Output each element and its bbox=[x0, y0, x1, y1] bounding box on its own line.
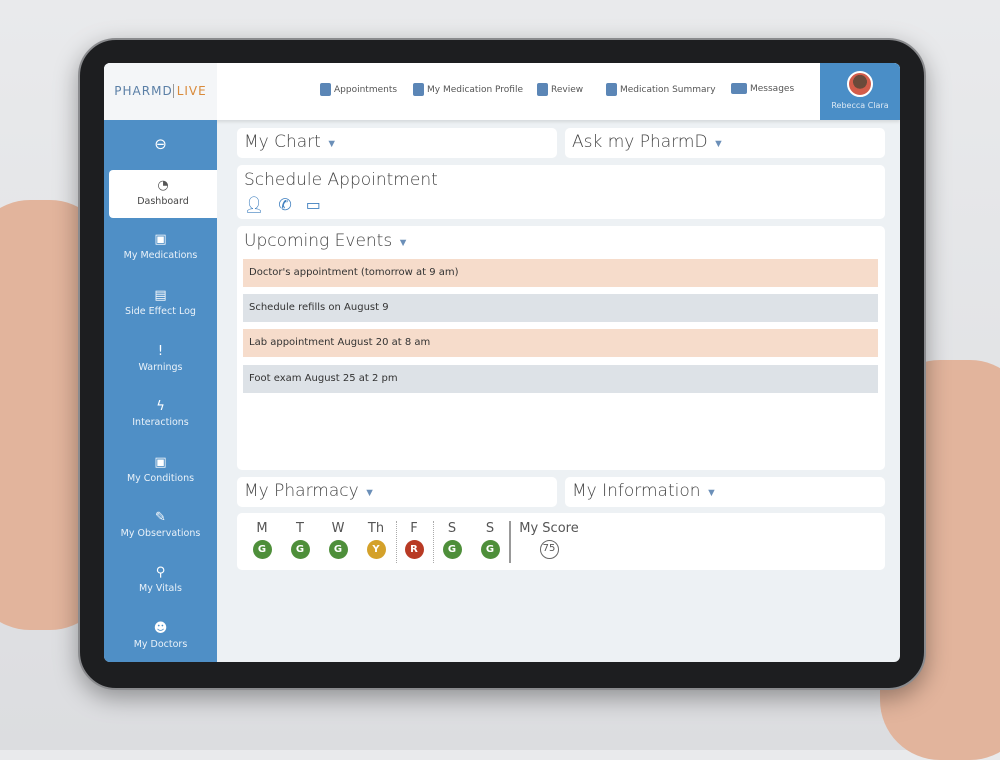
score-badge: 75 bbox=[539, 540, 559, 559]
my-chart-dropdown[interactable]: My Chart ▼ bbox=[237, 128, 557, 158]
grade-badge[interactable]: G bbox=[480, 540, 500, 559]
event-item[interactable]: Schedule refills on August 9 bbox=[243, 294, 878, 322]
day-label: F bbox=[410, 521, 418, 536]
sidebar-item-observations[interactable]: ✎ My Observations bbox=[104, 510, 217, 539]
sidebar-item-medications[interactable]: ▣ My Medications bbox=[104, 232, 217, 261]
schedule-title: Schedule Appointment bbox=[244, 170, 438, 190]
nav-appointments[interactable]: Appointments bbox=[320, 83, 397, 96]
upcoming-events-dropdown[interactable]: Upcoming Events ▼ bbox=[244, 231, 409, 251]
avatar bbox=[847, 71, 873, 97]
divider bbox=[433, 521, 434, 563]
chevron-down-icon: ▼ bbox=[705, 486, 717, 499]
phone-icon[interactable]: ✆ bbox=[278, 195, 292, 214]
top-header: PHARMD LIVE Appointments My Medication Pr… bbox=[104, 63, 900, 120]
nav-messages[interactable]: Messages bbox=[731, 83, 794, 94]
schedule-appointment-card: Schedule Appointment 👤︎ ✆ ▭ bbox=[237, 165, 885, 219]
event-item[interactable]: Foot exam August 25 at 2 pm bbox=[243, 365, 878, 393]
day-3: Th Y bbox=[363, 521, 389, 559]
day-label: M bbox=[256, 521, 268, 536]
my-pharmacy-dropdown[interactable]: My Pharmacy ▼ bbox=[237, 477, 557, 507]
grade-badge[interactable]: G bbox=[328, 540, 348, 559]
doctor-icon: ☻ bbox=[153, 621, 168, 636]
person-icon: ⚲ bbox=[155, 565, 166, 580]
my-information-dropdown[interactable]: My Information ▼ bbox=[565, 477, 885, 507]
monitor-icon[interactable]: ▭ bbox=[305, 195, 321, 214]
pencil-icon: ✎ bbox=[155, 510, 166, 525]
sidebar: ⊖ ◔ Dashboard ▣ My Medications ▤ Side Effec… bbox=[104, 120, 217, 662]
sidebar-item-doctors[interactable]: ☻ My Doctors bbox=[104, 621, 217, 650]
divider bbox=[509, 521, 511, 563]
back-button[interactable]: ⊖ bbox=[104, 137, 217, 155]
chevron-down-icon: ▼ bbox=[397, 236, 409, 249]
event-item[interactable]: Doctor's appointment (tomorrow at 9 am) bbox=[243, 259, 878, 287]
day-label: T bbox=[296, 521, 304, 536]
day-label: S bbox=[447, 521, 457, 536]
chevron-down-icon: ▼ bbox=[364, 486, 375, 499]
in-person-icon[interactable]: 👤︎ bbox=[244, 195, 265, 214]
weekly-score-card: My Score 75 M G T G W G Th Y F R S G S G bbox=[237, 513, 885, 570]
day-label: Th bbox=[367, 521, 385, 536]
day-label: S bbox=[485, 521, 495, 536]
chevron-down-icon: ▼ bbox=[712, 137, 724, 150]
envelope-icon bbox=[731, 83, 747, 94]
sidebar-item-interactions[interactable]: ϟ Interactions bbox=[104, 399, 217, 428]
clipboard-plus-icon: ▣ bbox=[154, 455, 167, 470]
medication-icon bbox=[413, 83, 424, 96]
calendar-icon bbox=[320, 83, 331, 96]
sidebar-item-warnings[interactable]: ! Warnings bbox=[104, 344, 217, 373]
grade-badge[interactable]: R bbox=[404, 540, 424, 559]
divider bbox=[396, 521, 397, 563]
lightning-icon: ϟ bbox=[156, 399, 165, 414]
app-screen: PHARMD LIVE Appointments My Medication Pr… bbox=[104, 63, 900, 662]
day-label: W bbox=[331, 521, 345, 536]
logo[interactable]: PHARMD LIVE bbox=[104, 63, 217, 120]
ask-pharmd-dropdown[interactable]: Ask my PharmD ▼ bbox=[565, 128, 885, 158]
upcoming-events-card: Upcoming Events ▼ Doctor's appointment (… bbox=[237, 226, 885, 470]
sidebar-item-conditions[interactable]: ▣ My Conditions bbox=[104, 455, 217, 484]
medication-icon: ▣ bbox=[154, 232, 167, 247]
arrow-left-circle-icon: ⊖ bbox=[154, 135, 167, 153]
grade-badge[interactable]: G bbox=[252, 540, 272, 559]
dashboard-icon: ◔ bbox=[157, 178, 169, 193]
document-icon: ▤ bbox=[154, 288, 167, 303]
nav-medication-profile[interactable]: My Medication Profile bbox=[413, 83, 523, 96]
grade-badge[interactable]: Y bbox=[366, 540, 386, 559]
grade-badge[interactable]: G bbox=[290, 540, 310, 559]
grade-badge[interactable]: G bbox=[442, 540, 462, 559]
chevron-down-icon: ▼ bbox=[326, 137, 338, 150]
user-profile[interactable]: Rebecca Clara bbox=[820, 63, 900, 120]
my-score: My Score 75 bbox=[519, 521, 579, 559]
event-item[interactable]: Lab appointment August 20 at 8 am bbox=[243, 329, 878, 357]
nav-medication-summary[interactable]: Medication Summary bbox=[606, 83, 716, 96]
clipboard-check-icon bbox=[537, 83, 548, 96]
sidebar-item-dashboard[interactable]: ◔ Dashboard bbox=[109, 170, 217, 218]
nav-review[interactable]: Review bbox=[537, 83, 583, 96]
clipboard-plus-icon bbox=[606, 83, 617, 96]
exclamation-icon: ! bbox=[157, 344, 164, 359]
sidebar-item-side-effect-log[interactable]: ▤ Side Effect Log bbox=[104, 288, 217, 317]
sidebar-item-vitals[interactable]: ⚲ My Vitals bbox=[104, 565, 217, 594]
